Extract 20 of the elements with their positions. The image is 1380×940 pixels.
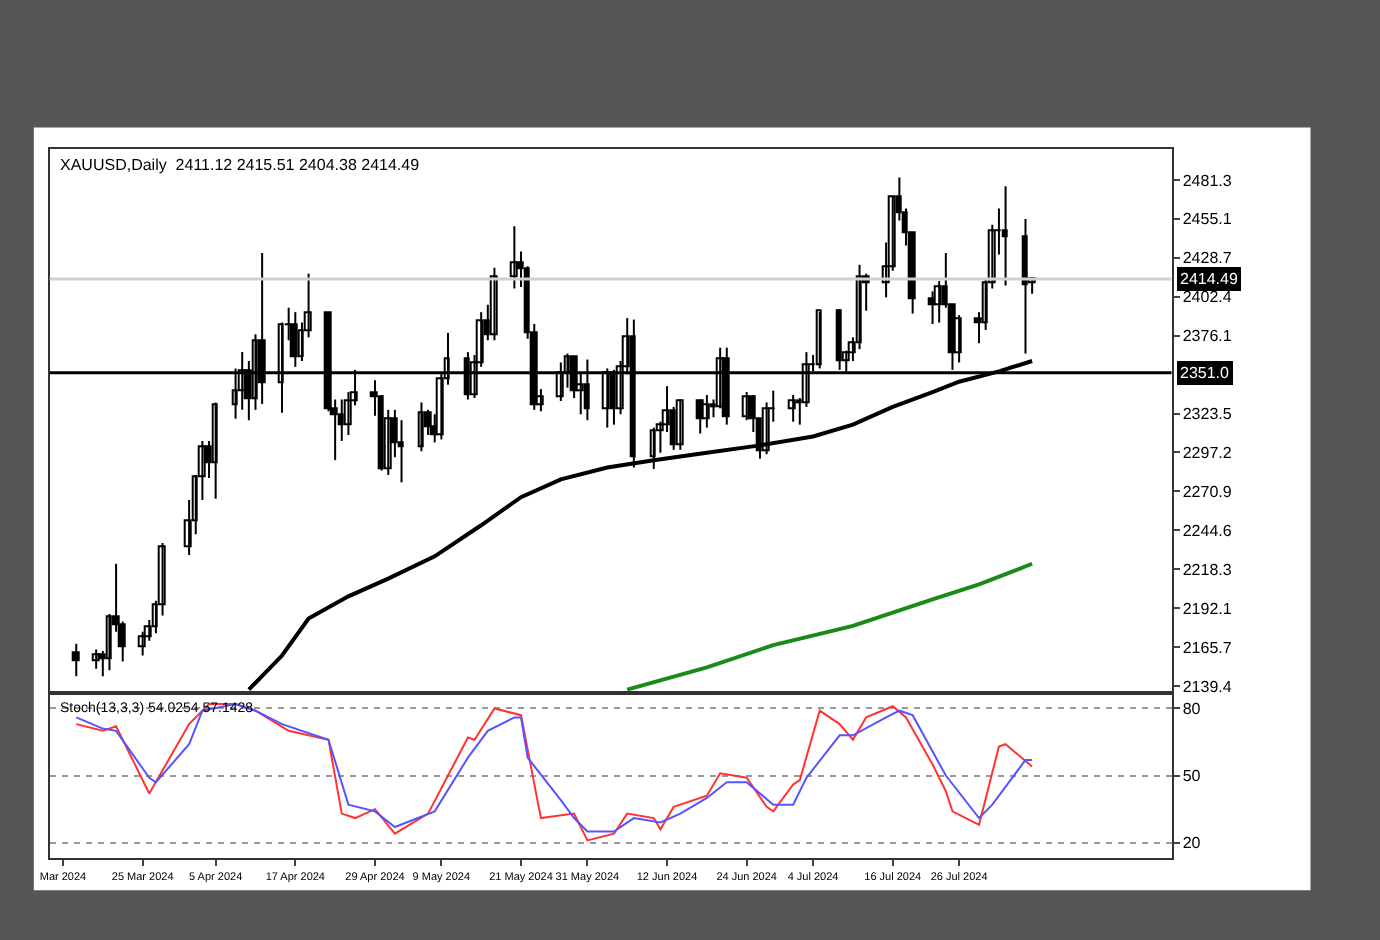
y-tick-label: 2218.3 xyxy=(1182,560,1233,579)
y-tick-label: 2376.1 xyxy=(1182,327,1233,346)
y-tick-label: 20 xyxy=(1182,834,1202,853)
y-tick-label: 2270.9 xyxy=(1182,483,1233,501)
y-tick-label: 80 xyxy=(1182,700,1202,719)
chart-title: XAUUSD,Daily 2411.12 2415.51 2404.38 2414.49 xyxy=(60,156,421,174)
y-tick-label: 50 xyxy=(1182,767,1202,786)
y-tick-label: 2428.7 xyxy=(1182,249,1233,268)
y-tick-label: 2139.4 xyxy=(1182,677,1233,696)
y-tick-label: 2192.1 xyxy=(1182,599,1233,618)
y-tick-label: 2297.2 xyxy=(1182,444,1233,463)
line-series xyxy=(625,561,1035,692)
y-tick-label: 2323.5 xyxy=(1182,405,1233,424)
ref-line-label: 2351.0 xyxy=(1180,364,1231,382)
y-tick-label: 2455.1 xyxy=(1182,210,1233,229)
y-tick-label: 2481.3 xyxy=(1182,171,1233,190)
y-tick-label: 2165.7 xyxy=(1182,638,1233,657)
ref-line-label: 2414.49 xyxy=(1180,270,1239,288)
y-tick-label: 2244.6 xyxy=(1182,521,1233,540)
y-tick-label: 2402.4 xyxy=(1182,288,1233,307)
